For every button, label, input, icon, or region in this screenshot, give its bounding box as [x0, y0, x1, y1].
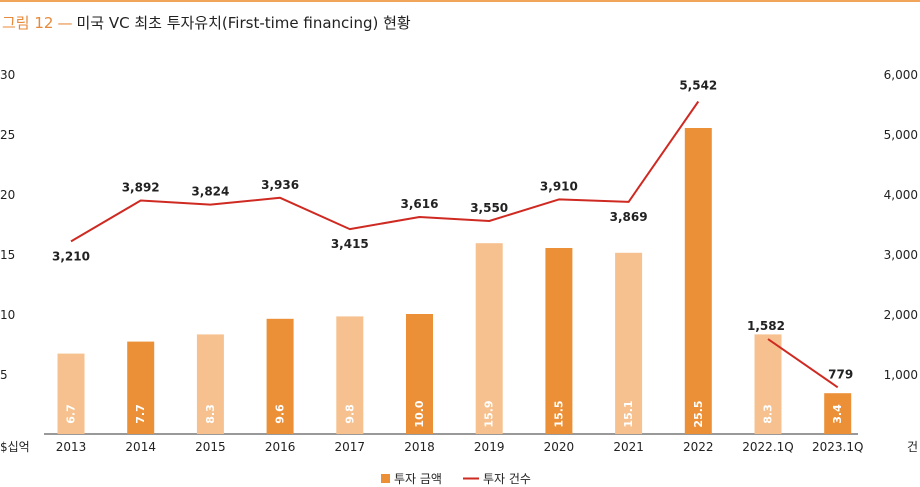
bar [57, 353, 85, 434]
right-tick-label: 6,000 [884, 68, 918, 82]
chart-title: 그림 12— 미국 VC 최초 투자유치(First-time financing… [2, 12, 411, 33]
line-value-label: 3,616 [401, 197, 439, 211]
bar-value-label: 10.0 [413, 400, 426, 427]
line-value-label: 3,210 [52, 249, 90, 263]
bar [336, 316, 364, 434]
top-rule [0, 0, 920, 2]
bar [196, 334, 224, 434]
title-text: 미국 VC 최초 투자유치(First-time financing) 현황 [76, 14, 411, 32]
left-tick-label: 5 [0, 368, 8, 382]
left-tick-label: 10 [0, 308, 15, 322]
right-tick-label: 1,000 [884, 368, 918, 382]
x-tick-label: 2013 [56, 440, 87, 454]
bar [824, 393, 852, 434]
line-series: 3,210 3,892 3,824 3,936 3,415 3,616 3,550 3,910… [52, 78, 853, 389]
bar-value-label: 7.7 [134, 404, 147, 424]
left-tick-label: 30 [0, 68, 15, 82]
bar [615, 252, 643, 434]
bar-value-label: 6.7 [65, 404, 78, 424]
bar-value-label: 8.3 [204, 404, 217, 424]
line-value-label: 3,892 [122, 180, 160, 194]
x-tick-label: 2016 [265, 440, 296, 454]
x-tick-label: 2021 [613, 440, 644, 454]
bar-value-label: 8.3 [762, 404, 775, 424]
right-y-axis: 1,000 2,000 3,000 4,000 5,000 6,000 [884, 68, 918, 382]
x-tick-label: 2018 [404, 440, 435, 454]
bar [127, 341, 155, 434]
x-tick-label: 2019 [474, 440, 505, 454]
x-tick-label: 2022 [683, 440, 714, 454]
bar-series: 6.7 7.7 8.3 9.6 9.8 10.0 15.9 15.5 15.1 25.5 8.3 3.… [57, 128, 852, 434]
x-tick-label: 2015 [195, 440, 226, 454]
bar [266, 318, 294, 434]
line-value-label: 1,582 [747, 319, 785, 333]
legend-line-label: 투자 건수 [483, 472, 531, 486]
bar-value-label: 9.8 [343, 404, 356, 424]
left-axis-unit: $십억 [0, 440, 30, 454]
bar [754, 334, 782, 434]
figure-label: 그림 12 [2, 14, 54, 32]
line-segment [767, 338, 839, 389]
right-tick-label: 2,000 [884, 308, 918, 322]
bar [545, 248, 573, 434]
legend: 투자 금액 투자 건수 [381, 472, 531, 486]
line-value-label: 5,542 [679, 78, 717, 92]
x-tick-label: 2022.1Q [742, 440, 793, 454]
x-tick-label: 2017 [335, 440, 366, 454]
right-tick-label: 4,000 [884, 188, 918, 202]
title-separator: — [57, 14, 73, 32]
left-tick-label: 20 [0, 188, 15, 202]
x-axis-labels: 2013 2014 2015 2016 2017 2018 2019 2020 2021 2022… [56, 440, 864, 454]
bar-value-label: 15.5 [552, 400, 565, 427]
bar [406, 314, 433, 434]
line-value-label: 3,550 [470, 201, 508, 215]
legend-bar-swatch [381, 474, 390, 483]
line-value-label: 3,824 [191, 185, 229, 199]
bar-value-label: 15.9 [483, 400, 496, 427]
line-value-label: 779 [828, 367, 853, 381]
bar-value-label: 25.5 [692, 400, 705, 427]
x-tick-label: 2023.1Q [812, 440, 863, 454]
line-value-label: 3,869 [610, 210, 648, 224]
line-value-label: 3,415 [331, 237, 369, 251]
line-segment [70, 100, 700, 243]
x-tick-label: 2020 [544, 440, 575, 454]
left-tick-label: 15 [0, 248, 15, 262]
bar [475, 243, 503, 434]
bar [684, 128, 712, 434]
line-value-label: 3,910 [540, 179, 578, 193]
right-axis-unit: 건 [907, 440, 918, 454]
bar-value-label: 9.6 [274, 404, 287, 424]
line-value-label: 3,936 [261, 178, 299, 192]
x-tick-label: 2014 [125, 440, 156, 454]
right-tick-label: 3,000 [884, 248, 918, 262]
left-y-axis: 5 10 15 20 25 30 [0, 68, 15, 382]
bar-value-label: 3.4 [831, 404, 844, 424]
left-tick-label: 25 [0, 128, 15, 142]
legend-bar-label: 투자 금액 [394, 472, 442, 486]
right-tick-label: 5,000 [884, 128, 918, 142]
bar-value-label: 15.1 [622, 400, 635, 427]
